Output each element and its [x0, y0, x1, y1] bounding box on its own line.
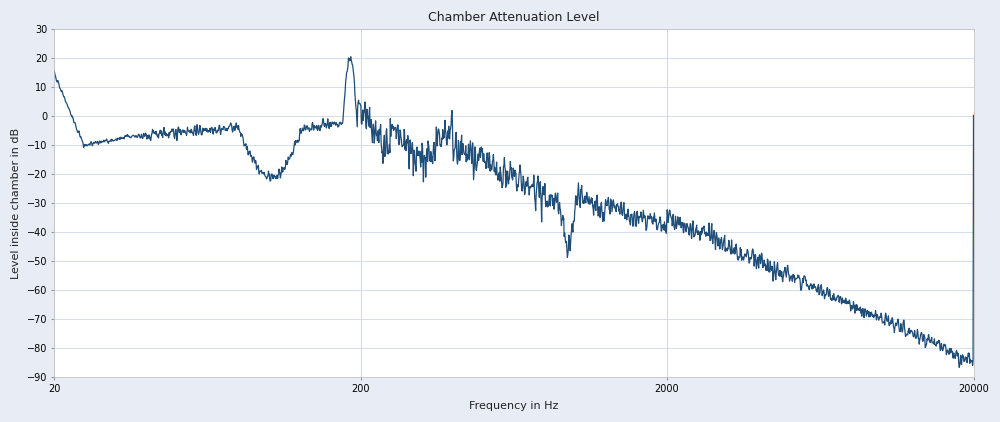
Y-axis label: Level inside chamber in dB: Level inside chamber in dB — [11, 128, 21, 279]
Title: Chamber Attenuation Level: Chamber Attenuation Level — [428, 11, 600, 24]
X-axis label: Frequency in Hz: Frequency in Hz — [469, 401, 558, 411]
